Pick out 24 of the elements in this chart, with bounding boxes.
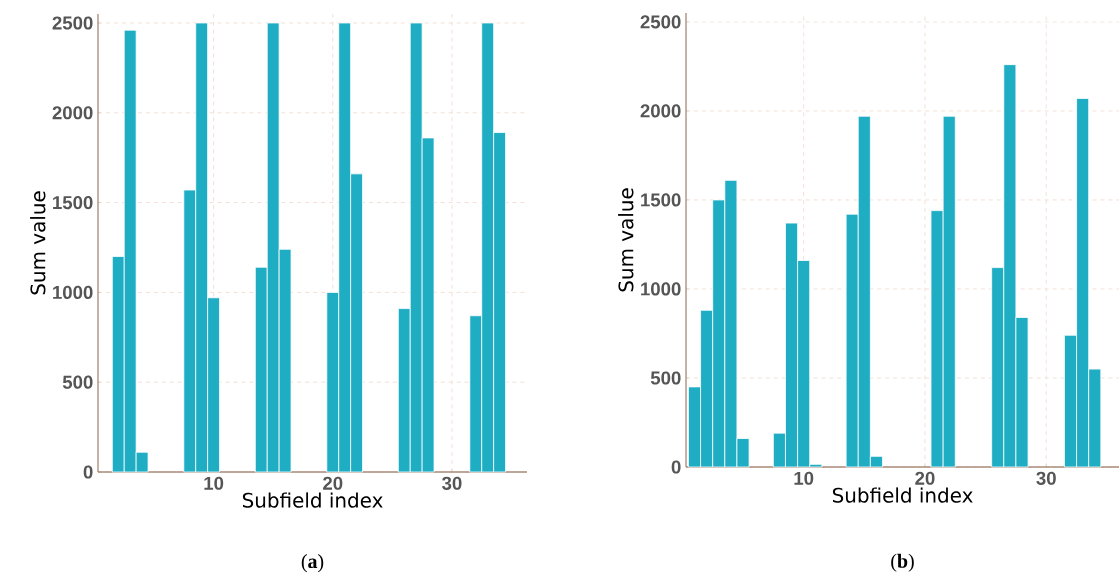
y-tick-label: 1000 [53,285,93,299]
y-axis-title: Sum value [30,191,46,295]
y-tick-label: 2500 [640,15,681,29]
text: (b) [891,553,914,572]
y-tick-label: 1000 [641,282,681,296]
y-tick-label: 2000 [640,104,681,118]
y-tick-label: 500 [62,375,93,389]
x-tick-label: 10 [204,476,224,490]
x-tick-label: 20 [323,476,343,490]
text: (a) [301,554,324,573]
x-tick-label: 30 [442,476,462,490]
y-tick-label: 2000 [52,106,93,120]
y-tick-label: 1500 [641,193,681,207]
y-tick-label: 0 [671,460,681,474]
y-tick-label: 2500 [52,16,93,30]
x-tick-label: 30 [1036,471,1056,485]
x-axis-title: Subfield index [242,492,383,508]
y-tick-label: 500 [650,371,681,385]
y-axis-title: Sum value [618,188,634,292]
x-axis-title: Subfield index [832,487,973,503]
y-tick-label: 1500 [53,195,93,210]
y-tick-label: 0 [83,465,93,479]
x-tick-label: 20 [915,471,935,485]
x-tick-label: 10 [794,471,814,485]
